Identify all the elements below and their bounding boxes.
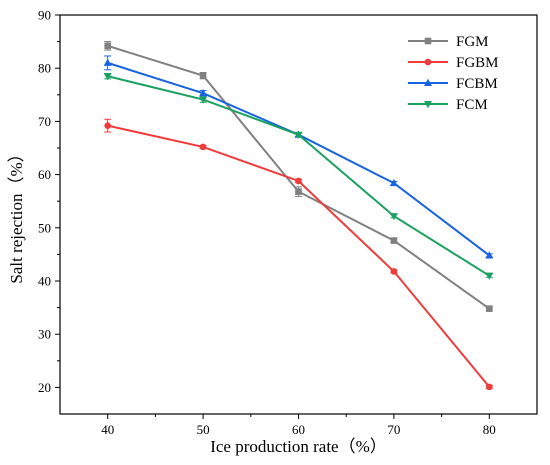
legend-marker bbox=[424, 78, 432, 86]
plot-frame bbox=[59, 14, 538, 415]
y-tick-label: 70 bbox=[38, 114, 51, 129]
series-line bbox=[107, 75, 490, 277]
legend-label: FCM bbox=[456, 97, 488, 113]
y-tick-label: 30 bbox=[38, 327, 51, 342]
data-point bbox=[390, 268, 398, 275]
x-tick-label: 70 bbox=[387, 422, 400, 437]
series-fcm bbox=[103, 73, 494, 280]
data-point bbox=[486, 305, 493, 312]
series-line bbox=[107, 124, 491, 388]
data-point bbox=[486, 383, 493, 391]
y-tick-label: 40 bbox=[38, 274, 51, 289]
x-tick-label: 80 bbox=[483, 422, 496, 437]
data-point bbox=[103, 73, 112, 81]
legend-marker bbox=[424, 37, 432, 45]
x-axis-label: Ice production rate（%） bbox=[210, 437, 387, 456]
series-fcbm bbox=[103, 55, 494, 259]
legend-label: FCBM bbox=[456, 76, 498, 92]
data-point bbox=[295, 188, 302, 195]
series-layer bbox=[103, 41, 494, 391]
legend-item-fcbm: FCBM bbox=[408, 76, 498, 92]
data-point bbox=[390, 237, 398, 244]
data-point bbox=[389, 213, 398, 221]
legend-marker bbox=[424, 101, 432, 109]
data-point bbox=[295, 177, 302, 185]
y-tick-label: 20 bbox=[38, 380, 51, 395]
data-point bbox=[294, 131, 303, 139]
y-tick-label: 60 bbox=[38, 167, 51, 182]
legend-item-fcm: FCM bbox=[408, 97, 488, 113]
y-tick-label: 80 bbox=[38, 61, 51, 76]
series-line bbox=[107, 61, 490, 257]
x-tick-label: 50 bbox=[197, 422, 210, 437]
data-point bbox=[104, 122, 111, 129]
x-tick-label: 60 bbox=[292, 422, 305, 437]
data-point bbox=[199, 72, 207, 79]
data-point bbox=[104, 42, 111, 50]
legend-label: FGM bbox=[456, 34, 489, 50]
legend-item-fgm: FGM bbox=[408, 34, 489, 50]
legend-item-fgbm: FGBM bbox=[408, 55, 499, 71]
data-point bbox=[199, 143, 207, 151]
data-point bbox=[485, 272, 494, 280]
y-axis-label: Salt rejection（%） bbox=[7, 145, 26, 283]
legend-marker bbox=[424, 58, 432, 66]
data-point bbox=[389, 178, 398, 187]
series-fgm bbox=[104, 41, 493, 312]
series-line bbox=[107, 44, 490, 310]
axis-ticks: 40 50 60 70 80 20 30 40 50 60 70 80 90 bbox=[38, 8, 496, 438]
series-fgbm bbox=[104, 118, 493, 391]
legend: FGM FGBM FCBM FCM bbox=[408, 34, 499, 113]
y-tick-label: 50 bbox=[38, 220, 51, 235]
data-point bbox=[199, 96, 208, 104]
data-point bbox=[199, 89, 208, 97]
plot-border bbox=[59, 14, 538, 415]
data-point bbox=[103, 58, 112, 66]
x-tick-label: 40 bbox=[101, 422, 114, 437]
data-point bbox=[485, 251, 494, 259]
y-tick-label: 90 bbox=[38, 8, 51, 23]
legend-label: FGBM bbox=[456, 55, 499, 71]
